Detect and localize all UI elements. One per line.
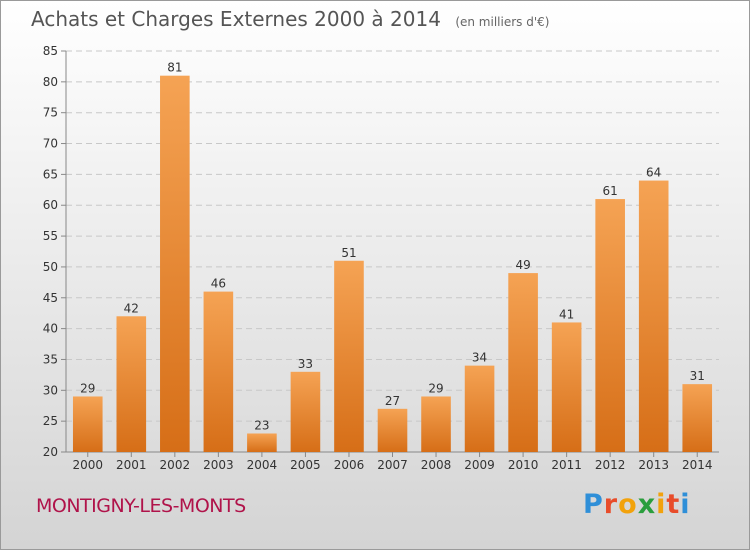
y-tick-label: 85 xyxy=(43,44,58,58)
bar xyxy=(551,322,582,452)
data-label: 29 xyxy=(80,381,95,395)
x-tick-label: 2009 xyxy=(464,458,495,472)
x-tick-label: 2014 xyxy=(682,458,713,472)
chart-title: Achats et Charges Externes 2000 à 2014 (… xyxy=(31,7,549,31)
x-tick-label: 2008 xyxy=(421,458,452,472)
bar xyxy=(595,199,625,452)
y-tick-label: 45 xyxy=(43,291,58,305)
y-tick-label: 70 xyxy=(43,137,58,151)
data-label: 23 xyxy=(254,418,269,432)
data-label: 34 xyxy=(472,351,487,365)
chart-title-text: Achats et Charges Externes 2000 à 2014 xyxy=(31,7,441,31)
bar xyxy=(682,384,713,452)
y-tick-label: 25 xyxy=(43,414,58,428)
data-label: 29 xyxy=(428,381,443,395)
y-tick-label: 50 xyxy=(43,260,58,274)
bar xyxy=(203,291,234,452)
data-label: 42 xyxy=(124,301,139,315)
data-label: 49 xyxy=(515,258,530,272)
y-tick-label: 60 xyxy=(43,198,58,212)
x-tick-label: 2001 xyxy=(116,458,147,472)
logo-letter: i xyxy=(656,489,667,520)
y-tick-label: 75 xyxy=(43,106,58,120)
data-label: 51 xyxy=(341,246,356,260)
bar xyxy=(508,273,538,452)
data-label: 81 xyxy=(167,61,182,75)
y-tick-label: 80 xyxy=(43,75,58,89)
bar xyxy=(247,433,277,452)
y-tick-label: 40 xyxy=(43,322,58,336)
x-tick-label: 2011 xyxy=(551,458,582,472)
x-tick-label: 2000 xyxy=(72,458,103,472)
data-label: 27 xyxy=(385,394,400,408)
bar xyxy=(334,260,364,452)
bar xyxy=(160,75,190,452)
x-tick-label: 2003 xyxy=(203,458,234,472)
data-label: 31 xyxy=(690,369,705,383)
logo-letter: P xyxy=(583,489,604,520)
bar xyxy=(72,396,103,452)
x-tick-label: 2010 xyxy=(508,458,539,472)
x-tick-label: 2005 xyxy=(290,458,321,472)
logo-letter: i xyxy=(680,489,691,520)
y-tick-label: 35 xyxy=(43,352,58,366)
y-tick-label: 55 xyxy=(43,229,58,243)
chart-subtitle: (en milliers d'€) xyxy=(455,15,550,29)
logo-letter: t xyxy=(666,489,681,520)
x-tick-label: 2002 xyxy=(160,458,191,472)
bar xyxy=(377,408,408,452)
logo-letter: r xyxy=(603,489,619,520)
data-label: 33 xyxy=(298,357,313,371)
data-label: 46 xyxy=(211,277,226,291)
bar xyxy=(116,316,147,452)
proxiti-logo: Proxiti xyxy=(583,489,691,520)
bar xyxy=(638,180,669,453)
bar xyxy=(421,396,451,452)
bar xyxy=(290,371,321,452)
data-label: 64 xyxy=(646,166,661,180)
commune-name: MONTIGNY-LES-MONTS xyxy=(36,495,246,517)
data-label: 41 xyxy=(559,307,574,321)
logo-letter: o xyxy=(618,489,638,520)
x-tick-label: 2007 xyxy=(377,458,408,472)
y-tick-label: 65 xyxy=(43,167,58,181)
x-tick-label: 2006 xyxy=(334,458,365,472)
logo-letter: x xyxy=(637,489,657,520)
x-tick-label: 2004 xyxy=(247,458,278,472)
y-tick-label: 20 xyxy=(43,445,58,459)
x-tick-label: 2012 xyxy=(595,458,626,472)
data-label: 61 xyxy=(603,184,618,198)
bar xyxy=(464,365,495,452)
x-tick-label: 2013 xyxy=(638,458,669,472)
y-tick-label: 30 xyxy=(43,383,58,397)
